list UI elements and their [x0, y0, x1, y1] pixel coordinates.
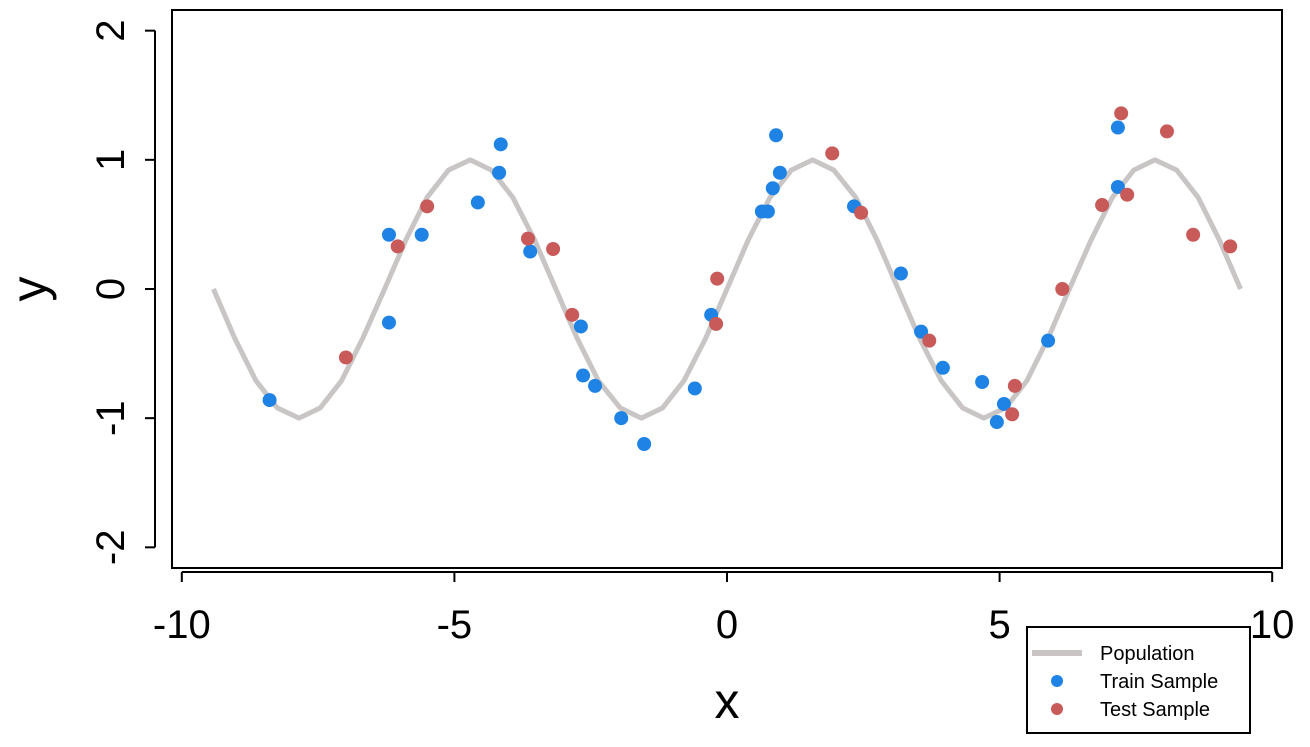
- sample-point: [1186, 227, 1201, 242]
- sample-point: [854, 205, 869, 220]
- sample-point: [1120, 187, 1135, 202]
- sample-point: [492, 165, 507, 180]
- sample-point: [637, 437, 652, 451]
- sample-point: [470, 195, 485, 210]
- x-tick-label: 10: [1250, 603, 1295, 647]
- sample-point: [1005, 407, 1020, 422]
- sample-point: [1114, 106, 1129, 121]
- sample-point: [523, 244, 538, 259]
- x-tick-label: 5: [988, 603, 1010, 647]
- sample-point: [772, 165, 787, 180]
- sample-point: [1007, 378, 1022, 393]
- sample-point: [989, 415, 1004, 430]
- sample-point: [893, 266, 908, 281]
- y-tick-label: 1: [89, 149, 133, 171]
- sample-point: [687, 381, 702, 396]
- sample-point: [588, 378, 603, 393]
- x-tick-label: -5: [437, 603, 473, 647]
- legend-label: Train Sample: [1100, 671, 1218, 693]
- legend-box: [1026, 626, 1251, 734]
- x-tick-label: -10: [153, 603, 211, 647]
- sample-point: [769, 128, 784, 143]
- sample-point: [760, 204, 775, 219]
- sample-point: [935, 360, 950, 375]
- sample-point: [573, 319, 588, 334]
- x-axis-title: x: [715, 673, 740, 729]
- sample-point: [710, 271, 725, 286]
- sample-point: [381, 227, 396, 242]
- y-tick-label: 2: [89, 20, 133, 42]
- sample-point: [1223, 239, 1238, 254]
- legend-label: Population: [1100, 643, 1195, 665]
- x-tick-label: 0: [716, 603, 738, 647]
- sample-point: [1110, 179, 1125, 194]
- sample-point: [922, 333, 937, 348]
- sample-point: [420, 199, 435, 214]
- population-line: [211, 157, 1243, 421]
- sample-point: [709, 316, 724, 331]
- y-tick-label: -2: [89, 530, 133, 566]
- y-tick-label: 0: [89, 278, 133, 300]
- sample-point: [565, 307, 580, 322]
- sample-point: [614, 411, 629, 426]
- sample-point: [1041, 333, 1056, 348]
- y-tick-label: -1: [89, 400, 133, 436]
- sample-point: [1110, 120, 1125, 135]
- sample-point: [1055, 282, 1070, 296]
- sample-point: [493, 137, 508, 152]
- sample-point: [414, 227, 429, 242]
- sample-point: [765, 181, 780, 196]
- sample-point: [338, 350, 353, 365]
- sample-point: [975, 375, 990, 389]
- sample-point: [825, 146, 840, 161]
- sample-point: [914, 324, 929, 339]
- y-axis-title: y: [1, 277, 57, 302]
- plot-frame: [171, 9, 1283, 569]
- legend-swatch: [1051, 703, 1063, 715]
- sample-point: [996, 396, 1011, 411]
- sample-point: [381, 315, 396, 330]
- sample-point: [1095, 198, 1110, 213]
- sample-point: [262, 393, 277, 408]
- sample-point: [1159, 124, 1174, 139]
- sample-point: [521, 231, 536, 246]
- legend-swatch: [1051, 675, 1063, 687]
- legend-label: Test Sample: [1100, 699, 1210, 721]
- sample-point: [576, 368, 591, 383]
- sample-point: [546, 241, 561, 256]
- sample-point: [390, 239, 405, 254]
